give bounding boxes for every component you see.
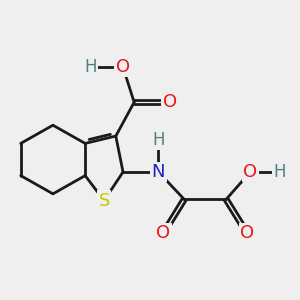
- Text: O: O: [240, 224, 254, 242]
- Text: O: O: [116, 58, 130, 76]
- Text: H: H: [152, 131, 165, 149]
- Text: O: O: [156, 224, 170, 242]
- Text: S: S: [98, 192, 110, 210]
- Text: O: O: [163, 93, 177, 111]
- Text: O: O: [243, 163, 257, 181]
- Text: H: H: [273, 163, 286, 181]
- Text: H: H: [84, 58, 97, 76]
- Text: N: N: [152, 163, 165, 181]
